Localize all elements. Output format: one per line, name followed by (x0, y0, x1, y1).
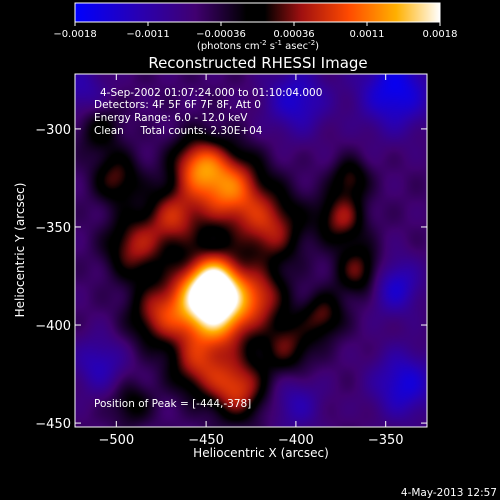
x-axis-title: Heliocentric X (arcsec) (193, 446, 329, 460)
x-tick-label: −400 (278, 433, 314, 448)
x-tick-label: −350 (368, 433, 404, 448)
heatmap-image-wrapper (75, 74, 427, 427)
y-axis-title: Heliocentric Y (arcsec) (13, 183, 27, 318)
colorbar: −0.0018 −0.0011 −0.00036 0.00036 0.0011 0.001… (53, 2, 458, 52)
colorbar-ticks: −0.0018 −0.0011 −0.00036 0.00036 0.0011 0.001… (53, 22, 458, 40)
info-time-range: 4-Sep-2002 01:07:24.000 to 01:10:04.000 (100, 87, 322, 99)
y-axis: −300 −350 −400 −450 (35, 123, 427, 432)
info-counts: Clean Total counts: 2.30E+04 (94, 125, 263, 137)
colorbar-tick-label: −0.0011 (126, 29, 169, 40)
chart-title: Reconstructed RHESSI Image (148, 54, 367, 72)
heatmap-image (75, 74, 427, 427)
info-annotations: 4-Sep-2002 01:07:24.000 to 01:10:04.000 … (94, 87, 322, 410)
y-tick-label: −350 (35, 221, 71, 236)
colorbar-tick-label: −0.0018 (53, 29, 96, 40)
colorbar-tick-label: 0.0011 (350, 29, 385, 40)
colorbar-ramp (74, 2, 441, 23)
info-energy-range: Energy Range: 6.0 - 12.0 keV (94, 112, 248, 124)
colorbar-tick-label: −0.00036 (196, 29, 246, 40)
y-tick-label: −450 (35, 417, 71, 432)
plot-frame (74, 73, 428, 428)
y-tick-label: −400 (35, 319, 71, 334)
y-tick-label: −300 (35, 123, 71, 138)
x-axis: −500 −450 −400 −350 (98, 74, 404, 448)
x-tick-label: −450 (188, 433, 224, 448)
plot-date: 4-May-2013 12:57 (401, 487, 497, 499)
info-detectors: Detectors: 4F 5F 6F 7F 8F, Att 0 (94, 99, 261, 111)
colorbar-tick-label: 0.00036 (273, 29, 314, 40)
x-tick-label: −500 (98, 433, 134, 448)
colorbar-units: (photons cm-2 s-1 asec-2) (197, 39, 319, 52)
peak-position-label: Position of Peak = [-444,-378] (94, 398, 251, 410)
colorbar-tick-label: 0.0018 (423, 29, 458, 40)
